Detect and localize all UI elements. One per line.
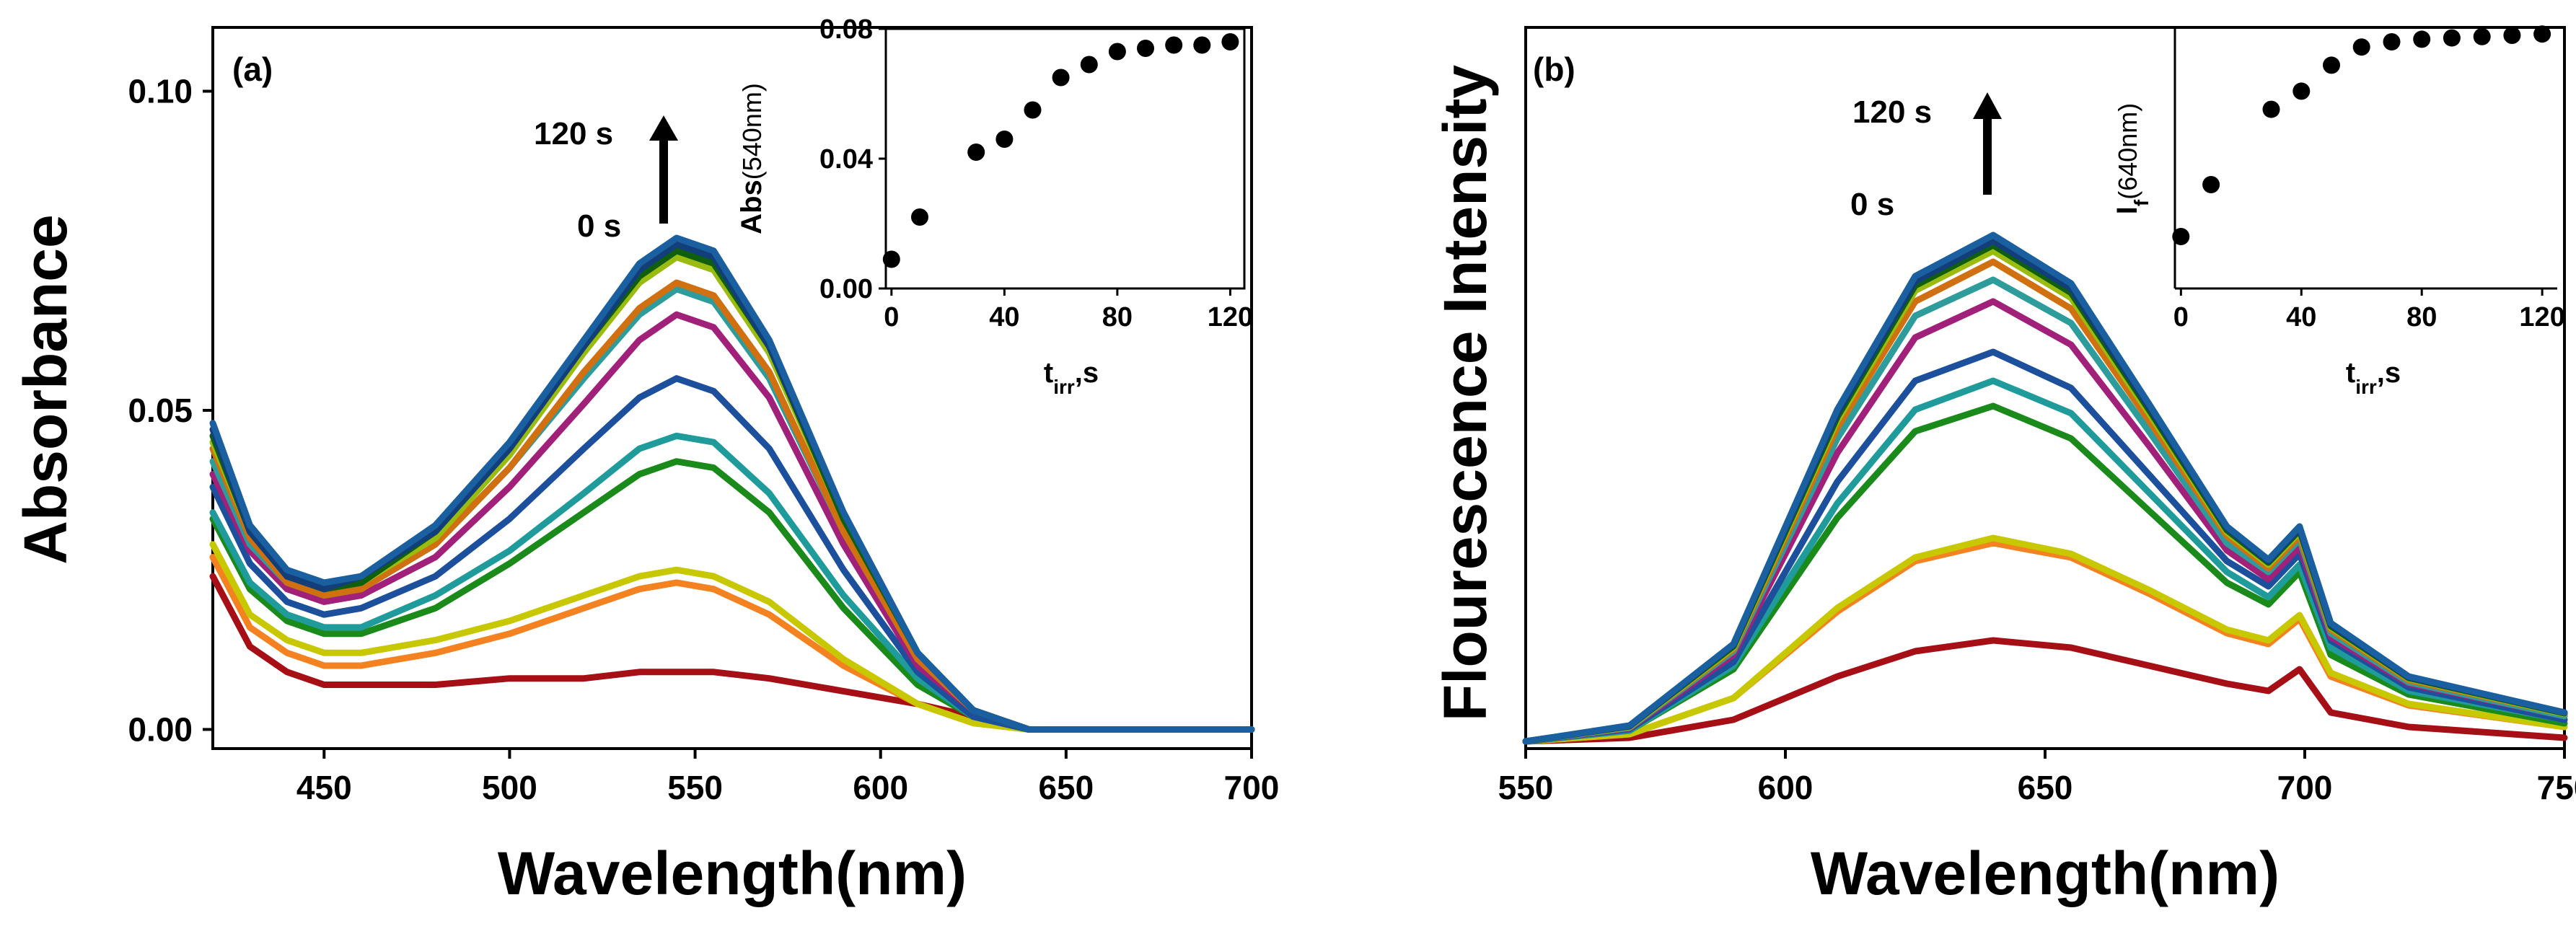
panel-a-label: (a): [232, 50, 273, 88]
inset-x-tick-label: 40: [989, 302, 1019, 332]
panel-a-axes: 450 500 550 600 650 700 0.00 0.05 0.10: [128, 72, 1279, 806]
panel-b-ylabel: Flourescence Intensity: [1431, 65, 1499, 722]
series-line-70s: [1522, 276, 2568, 745]
inset-xlabel: tirr,s: [2346, 357, 2401, 398]
panel-b: 550 600 650 700 750 (b) 120 s 0 s Wavelength…: [1431, 25, 2576, 907]
panel-b-inset-frame: [2175, 29, 2557, 288]
inset-point: [2352, 38, 2370, 56]
inset-x-tick-label: 120: [1208, 302, 1253, 332]
panel-b-arrow: [1973, 92, 2002, 195]
x-tick-label: 700: [1224, 769, 1280, 806]
series-line-50s: [209, 375, 1255, 733]
inset-ylabel: If(640nm): [2111, 103, 2153, 215]
series-line-40s: [209, 432, 1255, 733]
inset-point: [2202, 176, 2220, 193]
panel-a-inset: 0 40 80 120 0.00 0.04 0.08 tirr,s Abs(540nm): [736, 14, 1253, 398]
inset-point: [2293, 82, 2311, 100]
series-line-20s: [1522, 534, 2568, 745]
inset-point: [2383, 33, 2401, 50]
panel-a-ylabel: Absorbance: [12, 214, 79, 564]
x-tick-label: 450: [296, 769, 352, 806]
inset-y-tick-label: 0.04: [819, 144, 873, 175]
inset-point: [2262, 100, 2280, 118]
x-tick-label: 700: [2277, 769, 2333, 806]
inset-point: [1137, 40, 1154, 57]
x-tick-label: 750: [2537, 769, 2576, 806]
series-line-30s: [209, 458, 1255, 733]
panel-b-axes: 550 600 650 700 750: [1498, 749, 2576, 806]
x-tick-label: 600: [1758, 769, 1814, 806]
inset-point: [2443, 29, 2461, 47]
inset-x-tick-label: 0: [2173, 302, 2189, 332]
panel-a-annotation-bottom: 0 s: [577, 208, 621, 244]
series-line-20s: [209, 541, 1255, 733]
y-tick-label: 0.05: [128, 392, 193, 429]
inset-point: [1108, 43, 1126, 61]
panel-a-inset-frame: [884, 27, 1246, 290]
inset-x-tick-label: 40: [2286, 302, 2316, 332]
panel-b-inset: 0 40 80 120 tirr,s If(640nm): [2111, 25, 2565, 398]
panel-a-arrow: [649, 115, 678, 224]
series-line-120s: [209, 234, 1255, 733]
inset-point: [2533, 25, 2551, 43]
inset-point: [1165, 36, 1183, 54]
inset-point: [967, 144, 985, 161]
x-tick-label: 650: [1038, 769, 1094, 806]
panel-a-annotation-top: 120 s: [534, 116, 613, 151]
inset-y-tick-label: 0.08: [819, 14, 873, 45]
inset-point: [2172, 228, 2190, 245]
x-tick-label: 550: [667, 769, 723, 806]
panel-a: 450 500 550 600 650 700 0.00 0.05 0.10 (a) 120 s…: [12, 14, 1279, 907]
inset-point: [2473, 27, 2491, 45]
inset-point: [1221, 33, 1239, 50]
panel-a-xlabel: Wavelength(nm): [498, 839, 967, 907]
series-line-0s: [1522, 637, 2568, 745]
panel-b-annotation-bottom: 0 s: [1850, 187, 1894, 222]
inset-y-tick-label: 0.00: [819, 274, 873, 304]
inset-xlabel: tirr,s: [1044, 357, 1099, 398]
x-tick-label: 650: [2018, 769, 2073, 806]
inset-point: [1193, 36, 1211, 54]
inset-x-tick-label: 80: [1102, 302, 1133, 332]
inset-point: [911, 208, 928, 226]
inset-point: [2503, 27, 2521, 44]
inset-x-tick-label: 0: [884, 302, 899, 332]
inset-point: [2323, 56, 2340, 74]
inset-point: [1052, 69, 1070, 87]
inset-point: [995, 131, 1014, 148]
series-line-120s: [1522, 232, 2568, 745]
inset-point: [2413, 30, 2431, 48]
panel-a-curves: [209, 234, 1255, 733]
inset-x-tick-label: 120: [2519, 302, 2564, 332]
inset-ylabel: Abs(540nm): [736, 83, 768, 234]
inset-point: [1024, 101, 1042, 119]
panel-b-annotation-top: 120 s: [1852, 94, 1932, 130]
x-tick-label: 600: [853, 769, 908, 806]
x-tick-label: 550: [1498, 769, 1554, 806]
inset-x-tick-label: 80: [2406, 302, 2437, 332]
inset-point: [882, 250, 900, 268]
panel-b-curves: [1522, 232, 2568, 745]
y-tick-label: 0.00: [128, 710, 193, 748]
y-tick-label: 0.10: [128, 72, 193, 110]
panel-b-label: (b): [1533, 50, 1575, 88]
inset-point: [1080, 56, 1098, 74]
x-tick-label: 500: [482, 769, 537, 806]
panel-b-xlabel: Wavelength(nm): [1811, 839, 2280, 907]
panel-a-plot-frame: [211, 26, 1253, 750]
